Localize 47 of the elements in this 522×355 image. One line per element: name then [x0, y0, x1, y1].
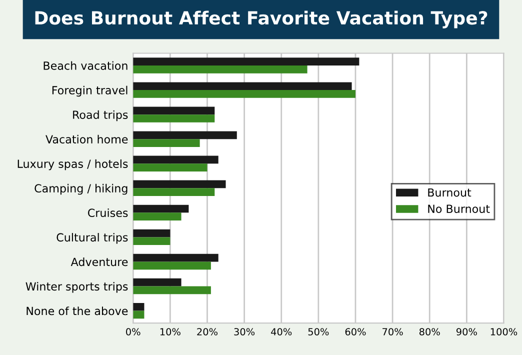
bar — [133, 114, 215, 122]
bar — [133, 254, 218, 262]
bar — [133, 302, 144, 311]
x-tick-label: 90% — [456, 328, 477, 336]
y-tick-label: Camping / hiking — [34, 184, 128, 195]
x-tick-label: 70% — [382, 328, 403, 336]
bar — [133, 66, 308, 74]
chart-title: Does Burnout Affect Favorite Vacation Type? — [35, 10, 488, 28]
bar — [133, 278, 182, 286]
x-tick-label: 60% — [345, 328, 366, 336]
y-tick-label: Cultural trips — [56, 232, 128, 244]
x-tick-label: 50% — [308, 328, 329, 336]
y-tick-label: Road trips — [73, 110, 128, 122]
x-tick-label: 0% — [126, 328, 140, 336]
bar — [133, 180, 226, 188]
bar — [133, 139, 200, 147]
bar — [133, 212, 182, 221]
x-tick-label: 100% — [490, 328, 518, 336]
legend-label: Burnout — [428, 188, 472, 197]
bar — [133, 188, 215, 196]
bar — [133, 164, 208, 172]
bar — [133, 262, 211, 270]
y-tick-label: Foregin travel — [52, 86, 128, 97]
bar — [133, 286, 211, 294]
x-tick-label: 20% — [197, 328, 218, 336]
bar — [133, 82, 352, 90]
bar — [133, 106, 215, 115]
x-tick-label: 10% — [160, 328, 180, 336]
y-tick-label: Winter sports trips — [26, 282, 128, 293]
x-tick-label: 30% — [234, 328, 255, 336]
bar — [133, 237, 170, 246]
x-tick-label: 80% — [419, 328, 440, 336]
bar — [133, 204, 189, 213]
bar — [133, 90, 356, 98]
y-tick-label: Adventure — [70, 258, 128, 266]
y-tick-label: Beach vacation — [44, 61, 128, 70]
legend-label: No Burnout — [428, 204, 490, 214]
bar — [133, 156, 218, 164]
y-tick-label: Vacation home — [46, 134, 128, 144]
y-tick-label: Cruises — [88, 208, 128, 218]
y-tick-label: None of the above — [26, 306, 128, 316]
x-tick-label: 40% — [271, 328, 292, 336]
bar — [133, 58, 360, 66]
bar — [133, 310, 144, 319]
bar — [133, 131, 237, 140]
y-tick-label: Luxury spas / hotels — [18, 159, 128, 170]
bar — [133, 229, 170, 238]
